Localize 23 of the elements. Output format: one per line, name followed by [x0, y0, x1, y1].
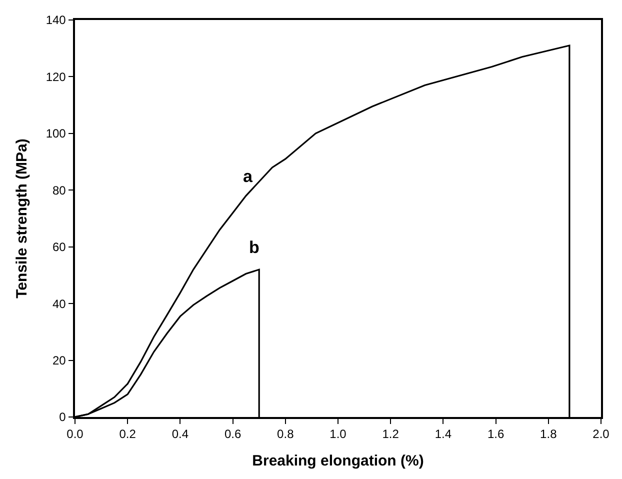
y-tick-label: 0: [59, 410, 66, 424]
y-tick-label: 60: [52, 240, 66, 254]
x-tick-label: 0.6: [224, 427, 242, 442]
y-tick-label: 40: [52, 296, 66, 311]
y-tick-label: 20: [52, 353, 66, 368]
x-tick-label: 0.0: [66, 427, 84, 442]
x-tick-label: 0.8: [277, 427, 294, 442]
y-tick-label: 120: [46, 70, 66, 84]
annotation: a: [243, 167, 253, 186]
y-tick-label: 80: [52, 183, 66, 198]
annotation: b: [249, 238, 260, 257]
x-tick-label: 0.2: [119, 427, 136, 442]
y-axis-title: Tensile strength (MPa): [14, 138, 31, 298]
x-axis-title: Breaking elongation (%): [252, 452, 424, 470]
y-tick-label: 100: [46, 126, 66, 141]
x-tick-label: 2.0: [592, 427, 610, 442]
x-tick-label: 0.4: [172, 427, 189, 442]
x-tick-label: 1.4: [434, 427, 452, 442]
y-tick-label: 140: [46, 13, 66, 28]
x-tick-label: 1.8: [540, 427, 558, 442]
x-tick-label: 1.6: [487, 427, 504, 442]
x-tick-label: 1.0: [330, 427, 347, 442]
x-tick-label: 1.2: [382, 427, 400, 442]
